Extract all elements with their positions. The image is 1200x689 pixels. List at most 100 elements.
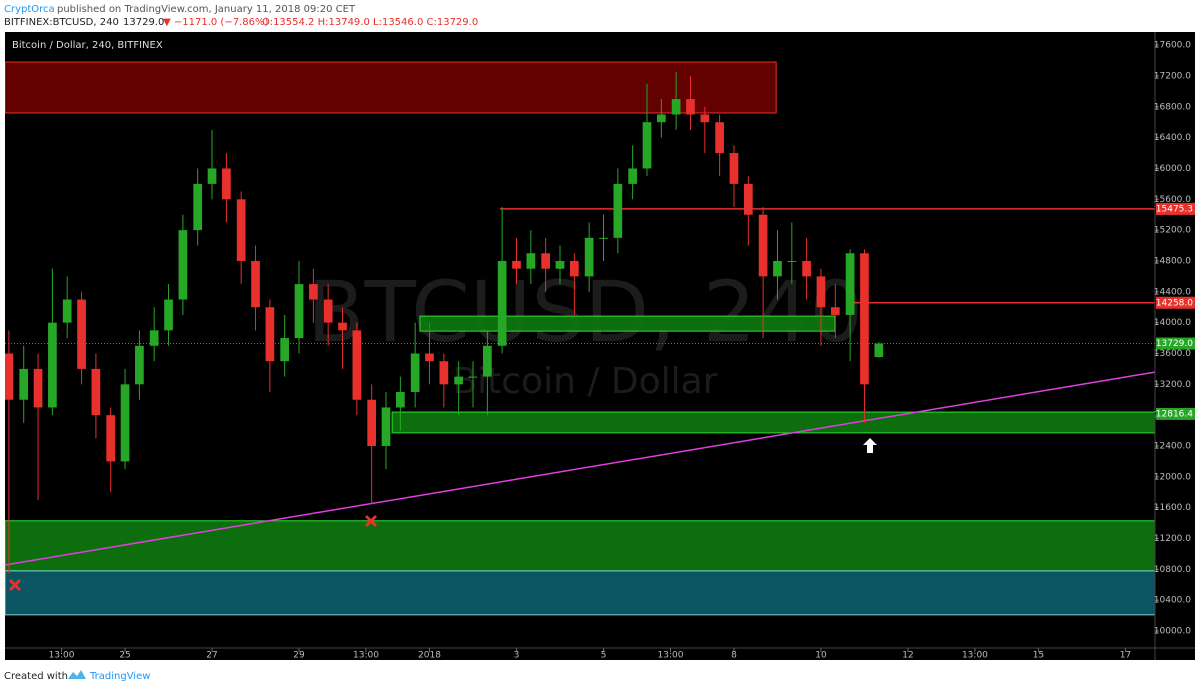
arrow-up	[863, 438, 877, 453]
candle-body	[5, 353, 14, 400]
candle-body	[323, 299, 333, 323]
candle-body	[787, 260, 797, 262]
x-tick-label: 10	[815, 651, 827, 661]
candle-body	[512, 260, 521, 269]
y-tick-label: 10400.0	[1154, 596, 1191, 606]
x-tick-label: 25	[119, 651, 130, 661]
candle-body	[497, 260, 507, 346]
candle-body	[120, 384, 130, 462]
candle-body	[830, 307, 840, 315]
y-tick-label: 11200.0	[1154, 534, 1191, 544]
candle-body	[845, 253, 855, 315]
y-tick-label: 14000.0	[1154, 318, 1191, 328]
y-tick-label: 11600.0	[1154, 503, 1191, 513]
candle-body	[686, 99, 695, 115]
candle-body	[584, 237, 594, 277]
y-tick-label: 17200.0	[1154, 71, 1191, 81]
candle-body	[48, 322, 57, 408]
y-tick-label: 15600.0	[1154, 195, 1191, 205]
candle-body	[19, 368, 29, 400]
x-tick-label: 2018	[418, 651, 441, 661]
candle-body	[410, 353, 420, 393]
author[interactable]: CryptOrca	[4, 4, 55, 15]
candle-body	[280, 338, 290, 362]
y-tick-label: 13600.0	[1154, 349, 1191, 359]
candle-body	[207, 168, 217, 184]
x-tick-label: 27	[206, 651, 217, 661]
candle-body	[729, 153, 739, 184]
chart-title: Bitcoin / Dollar, 240, BITFINEX	[12, 40, 163, 51]
candle-body	[816, 276, 826, 308]
candle-body	[526, 253, 536, 269]
price-label: 13729.0	[1156, 339, 1193, 349]
candle-body	[91, 368, 101, 416]
change: ▼ −1171.0 (−7.86%)	[163, 17, 268, 28]
zone	[5, 520, 1155, 572]
watermark-sub: Bitcoin / Dollar	[452, 361, 717, 402]
price-label: 12816.4	[1156, 409, 1193, 419]
x-tick-label: 12	[902, 651, 913, 661]
candle-body	[555, 260, 565, 269]
x-tick-label: 5	[601, 651, 607, 661]
plot-area: BTCUSD, 240 Bitcoin / Dollar	[5, 61, 1155, 616]
y-tick-label: 13200.0	[1154, 380, 1191, 390]
symbol: BITFINEX:BTCUSD, 240	[4, 17, 119, 28]
y-tick-label: 17600.0	[1154, 41, 1191, 51]
candle-body	[193, 183, 203, 231]
candle-body	[62, 299, 72, 323]
brand[interactable]: TradingView	[89, 671, 150, 682]
price-label: 15475.3	[1156, 204, 1193, 214]
zone	[419, 315, 836, 332]
zone	[5, 570, 1155, 616]
price-label-bg	[1156, 407, 1195, 420]
candle-body	[265, 307, 275, 362]
candle-body	[439, 361, 449, 385]
zone	[391, 411, 1155, 434]
price-label-bg	[1156, 337, 1195, 350]
annotations	[8, 438, 877, 592]
candle-body	[758, 214, 768, 277]
candle-body	[743, 183, 753, 215]
candle-body	[656, 114, 666, 123]
candle-body	[33, 368, 43, 408]
candle-body	[642, 122, 652, 169]
candle-body	[860, 253, 869, 385]
candle-body	[396, 392, 405, 408]
x-tick-label: 8	[731, 651, 737, 661]
candle-body	[671, 99, 681, 115]
x-tick-label: 13:00	[49, 651, 75, 661]
candle-body	[106, 415, 116, 462]
y-tick-label: 16400.0	[1154, 133, 1191, 143]
candle-body	[874, 343, 884, 358]
candle-body	[483, 345, 492, 377]
candle-body	[149, 330, 159, 346]
tv-logo	[68, 670, 86, 679]
candle-body	[628, 168, 637, 184]
candle-body	[715, 122, 724, 154]
candle-body	[352, 330, 362, 400]
trendline	[5, 371, 1155, 566]
candle-body	[164, 299, 173, 331]
published: published on TradingView.com, January 11…	[57, 4, 356, 15]
y-tick-label: 14400.0	[1154, 287, 1191, 297]
candle-body	[294, 284, 304, 339]
y-tick-label: 16000.0	[1154, 164, 1191, 174]
candle-body	[251, 260, 260, 308]
x-tick-label: 3	[514, 651, 520, 661]
candle-body	[135, 345, 144, 385]
x-marker	[8, 578, 22, 592]
x-tick-label: 13:00	[353, 651, 379, 661]
created-with: Created with	[4, 671, 68, 682]
candle-body	[613, 183, 623, 238]
last-price: 13729.0	[123, 17, 164, 28]
candle-body	[338, 322, 347, 331]
candle-body	[236, 199, 246, 261]
y-tick-label: 10800.0	[1154, 565, 1191, 575]
candle-body	[541, 253, 550, 269]
y-tick-label: 14800.0	[1154, 256, 1191, 266]
x-tick-label: 13:00	[962, 651, 988, 661]
y-tick-label: 15200.0	[1154, 226, 1191, 236]
candle-body	[309, 284, 318, 300]
candle-body	[599, 237, 608, 239]
